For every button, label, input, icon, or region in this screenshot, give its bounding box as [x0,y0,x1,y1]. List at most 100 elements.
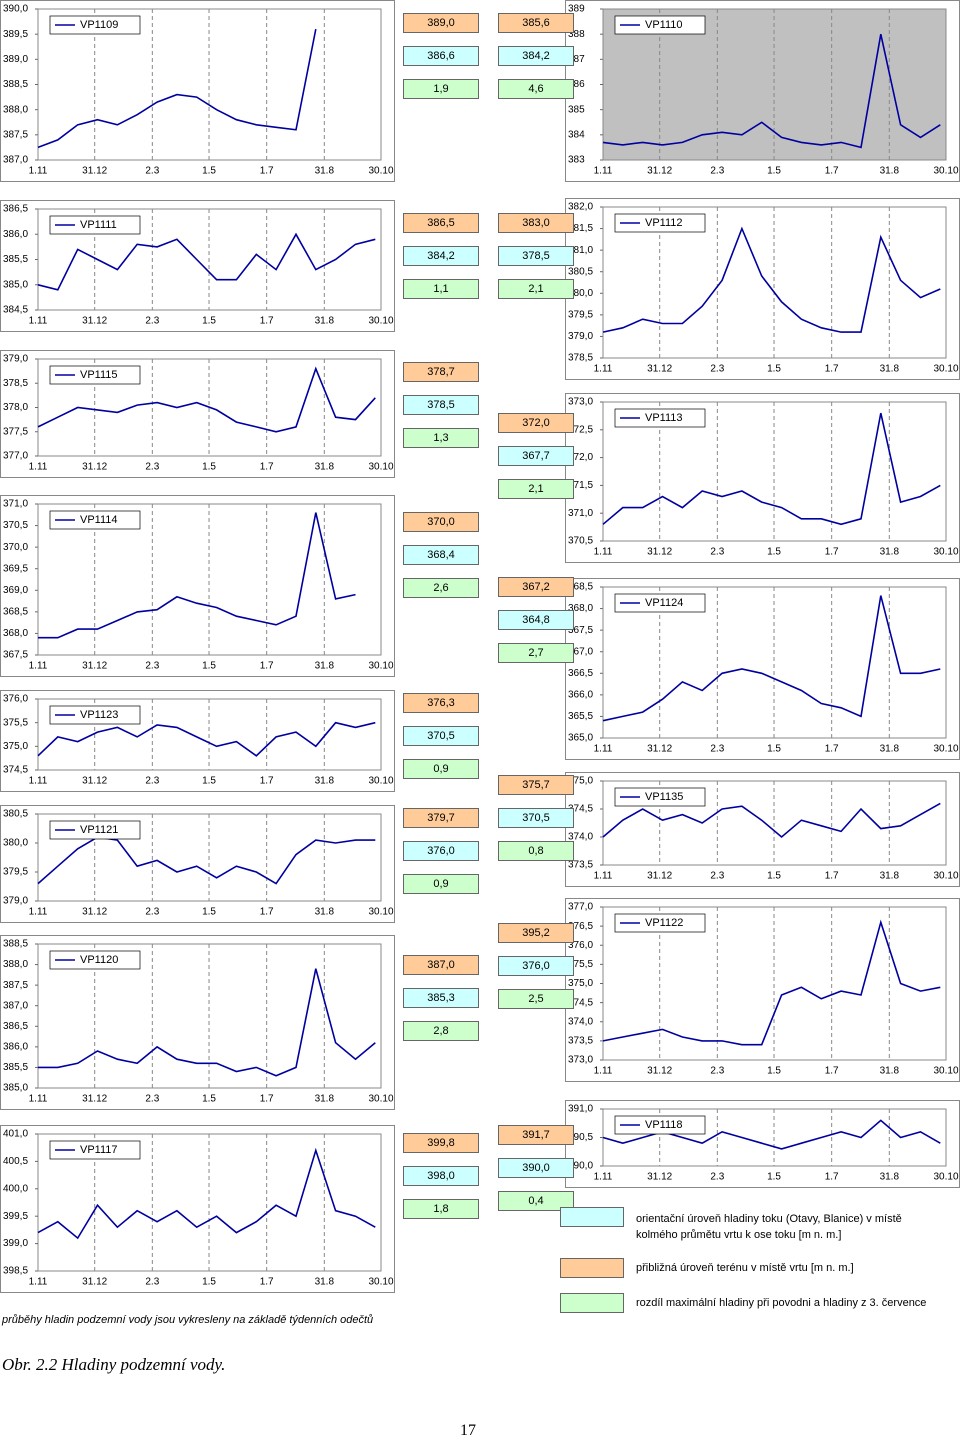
legend-box [49,1140,141,1160]
x-tick-label: 1.11 [29,166,48,177]
y-tick-label: 376,0 [3,694,28,705]
legend-label: VP1120 [80,954,118,966]
value-box: 379,7 [403,808,479,828]
y-tick-label: 370,0 [3,542,28,553]
x-tick-label: 1.11 [594,1066,613,1077]
x-tick-label: 1.11 [29,907,48,918]
x-tick-label: 30.10 [368,1277,393,1288]
y-tick-label: 374,5 [568,997,593,1008]
legend-box [49,950,141,970]
value-box: 395,2 [498,923,574,943]
legend-box [49,705,141,725]
y-tick-label: 371,0 [568,508,593,519]
y-tick-label: 384,5 [3,305,28,316]
y-tick-label: 375,5 [568,959,593,970]
x-tick-label: 31.12 [647,744,672,755]
y-tick-label: 382,0 [568,202,593,213]
y-tick-label: 381,0 [568,245,593,256]
value-box: 2,7 [498,643,574,663]
x-tick-label: 30.10 [933,364,958,375]
data-line [37,366,376,433]
data-line [602,34,941,149]
y-tick-label: 374,0 [568,1016,593,1027]
value-box: 378,5 [403,395,479,415]
value-box: 367,2 [498,577,574,597]
value-box: 2,6 [403,578,479,598]
x-tick-label: 2.3 [710,166,724,177]
value-box: 370,0 [403,512,479,532]
x-tick-label: 1.7 [260,462,274,473]
legend-box [614,593,706,613]
legend-text: orientační úroveň hladiny toku (Otavy, B… [636,1213,902,1241]
x-tick-label: 31.8 [315,661,335,672]
x-tick-label: 1.5 [202,462,216,473]
x-tick-label: 1.7 [825,744,839,755]
y-tick-label: 370,5 [3,520,28,531]
y-tick-label: 368,0 [3,628,28,639]
y-tick-label: 384 [568,129,585,140]
y-tick-label: 388 [568,29,585,40]
value-box: 378,5 [498,246,574,266]
data-line [37,232,376,291]
x-tick-label: 31.12 [647,1172,672,1183]
x-tick-label: 1.11 [594,166,613,177]
x-tick-label: 31.12 [647,1066,672,1077]
x-tick-label: 30.10 [933,1066,958,1077]
value-box: 4,6 [498,79,574,99]
x-tick-label: 31.12 [647,166,672,177]
y-tick-label: 387,0 [3,1000,28,1011]
y-tick-label: 379,0 [3,354,28,365]
x-tick-label: 1.5 [202,1094,216,1105]
legend-swatch [560,1293,624,1313]
y-tick-label: 387 [568,54,585,65]
y-tick-label: 375,5 [3,717,28,728]
x-tick-label: 1.5 [767,547,781,558]
y-tick-label: 373,0 [568,1055,593,1066]
value-box: 368,4 [403,545,479,565]
y-tick-label: 388,0 [3,959,28,970]
y-tick-label: 373,0 [568,397,593,408]
x-tick-label: 1.5 [767,166,781,177]
x-tick-label: 1.7 [260,776,274,787]
note: průběhy hladin podzemní vody jsou vykres… [2,1314,374,1326]
x-tick-label: 31.8 [315,776,335,787]
x-tick-label: 2.3 [710,364,724,375]
x-tick-label: 1.11 [594,547,613,558]
y-tick-label: 365,0 [568,733,593,744]
x-tick-label: 30.10 [933,871,958,882]
y-tick-label: 389,0 [3,54,28,65]
x-tick-label: 30.10 [368,661,393,672]
value-box: 384,2 [403,246,479,266]
value-box: 2,8 [403,1021,479,1041]
caption: Obr. 2.2 Hladiny podzemní vody. [2,1355,226,1374]
x-tick-label: 2.3 [145,316,159,327]
x-tick-label: 1.11 [29,776,48,787]
data-line [37,721,376,757]
legend-box [49,15,141,35]
x-tick-label: 30.10 [368,776,393,787]
x-tick-label: 1.11 [594,364,613,375]
x-tick-label: 30.10 [933,1172,958,1183]
legend-label: VP1121 [80,824,118,836]
y-tick-label: 378,5 [568,353,593,364]
x-tick-label: 1.5 [767,1172,781,1183]
x-tick-label: 2.3 [145,907,159,918]
x-tick-label: 2.3 [145,1094,159,1105]
legend-box [49,510,141,530]
y-tick-label: 376,0 [568,940,593,951]
y-tick-label: 386,5 [3,1021,28,1032]
value-box: 385,6 [498,13,574,33]
y-tick-label: 368,0 [568,603,593,614]
y-tick-label: 373,5 [568,1036,593,1047]
x-tick-label: 30.10 [368,316,393,327]
legend-label: VP1122 [645,917,683,929]
x-tick-label: 30.10 [933,166,958,177]
y-tick-label: 366,5 [568,668,593,679]
x-tick-label: 31.12 [82,1277,107,1288]
data-line [602,412,941,526]
y-tick-label: 374,5 [3,765,28,776]
x-tick-label: 31.12 [82,462,107,473]
y-tick-label: 400,0 [3,1183,28,1194]
data-line [38,512,356,639]
